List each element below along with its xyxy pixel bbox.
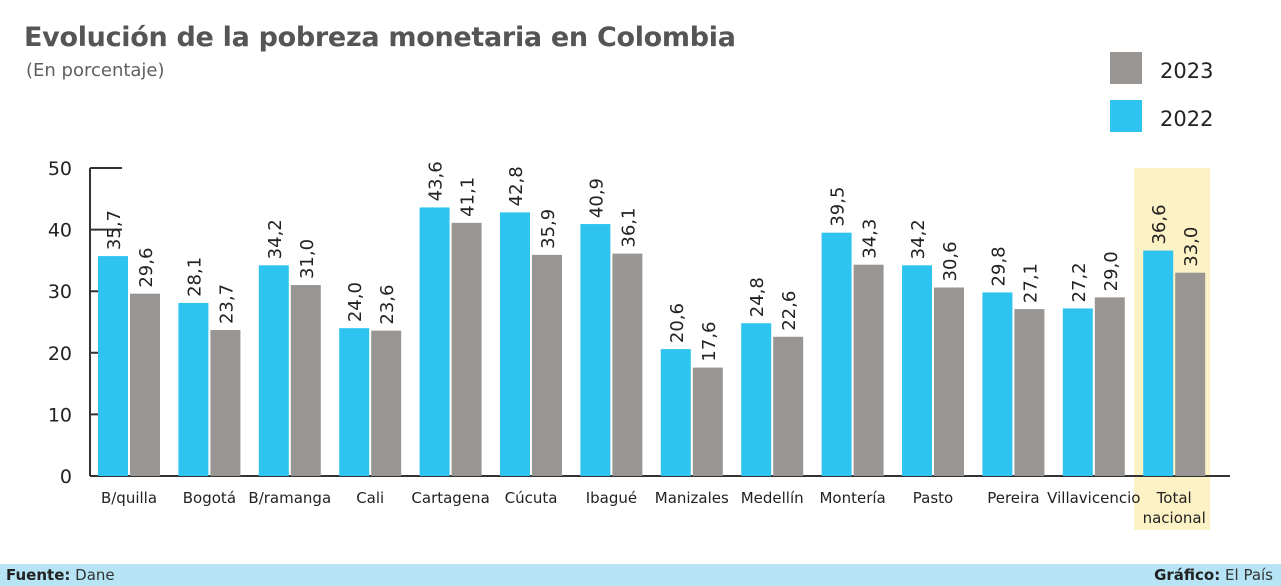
- y-tick-label: 50: [48, 158, 72, 180]
- source-value: Dane: [75, 566, 115, 584]
- data-label-2022: 35,7: [104, 210, 125, 250]
- legend-label-2023: 2023: [1160, 59, 1213, 83]
- bar-2023: [853, 264, 884, 476]
- bar-2023: [210, 330, 241, 476]
- graphic-value: El País: [1225, 566, 1273, 584]
- bar-2023: [1094, 297, 1125, 476]
- bar-2022: [580, 224, 611, 476]
- bar-2022: [98, 256, 128, 476]
- data-label-2022: 36,6: [1149, 204, 1170, 244]
- bar-2023: [451, 222, 482, 476]
- data-label-2023: 33,0: [1181, 227, 1202, 267]
- bar-2023: [1014, 309, 1045, 476]
- bar-2023: [130, 293, 160, 476]
- data-label-2022: 20,6: [667, 303, 688, 343]
- category-label: Pereira: [987, 489, 1039, 507]
- data-label-2022: 43,6: [426, 161, 447, 201]
- bar-2022: [339, 328, 370, 476]
- data-label-2023: 31,0: [297, 239, 318, 279]
- data-label-2023: 27,1: [1020, 263, 1041, 303]
- graphic-credit: Gráfico: El País: [1154, 566, 1273, 584]
- bar-2023: [371, 330, 402, 476]
- bar-2022: [419, 207, 450, 476]
- data-label-2023: 17,6: [699, 322, 720, 362]
- legend-swatch-2022: [1110, 100, 1142, 132]
- bar-2022: [741, 323, 772, 476]
- bar-2023: [290, 285, 321, 476]
- data-label-2023: 29,6: [136, 248, 157, 288]
- category-label: Bogotá: [183, 489, 236, 507]
- bar-2023: [692, 367, 723, 476]
- category-label: Pasto: [913, 489, 953, 507]
- data-label-2023: 36,1: [618, 208, 639, 248]
- category-label: Montería: [819, 489, 885, 507]
- bar-2022: [1143, 250, 1174, 476]
- bar-2022: [902, 265, 932, 476]
- bar-2022: [258, 265, 289, 476]
- chart-subtitle: (En porcentaje): [26, 60, 165, 81]
- data-label-2022: 27,2: [1069, 262, 1090, 302]
- bar-2022: [178, 302, 209, 476]
- category-label: Medellín: [741, 489, 804, 507]
- y-tick-label: 10: [48, 404, 72, 426]
- data-label-2023: 41,1: [458, 177, 479, 217]
- data-label-2022: 39,5: [828, 187, 849, 227]
- graphic-label: Gráfico:: [1154, 566, 1221, 584]
- data-label-2022: 34,2: [265, 219, 286, 259]
- data-label-2022: 24,0: [345, 282, 366, 322]
- data-label-2023: 34,3: [860, 219, 881, 259]
- data-label-2022: 24,8: [747, 277, 768, 317]
- y-tick-label: 30: [48, 281, 72, 303]
- category-label: nacional: [1143, 509, 1206, 527]
- bar-2023: [773, 336, 804, 476]
- bar-2022: [821, 232, 852, 476]
- legend-swatch-2023: [1110, 52, 1142, 84]
- category-label: Ibagué: [586, 489, 637, 507]
- data-label-2022: 42,8: [506, 166, 527, 206]
- bar-2022: [1062, 308, 1093, 476]
- category-label: B/ramanga: [248, 489, 331, 507]
- source-label: Fuente:: [6, 566, 71, 584]
- y-tick-label: 20: [48, 343, 72, 365]
- legend-label-2022: 2022: [1160, 107, 1213, 131]
- category-label: Total: [1156, 489, 1192, 507]
- category-label: Cartagena: [411, 489, 489, 507]
- data-label-2022: 34,2: [908, 219, 929, 259]
- bar-2022: [500, 212, 530, 477]
- chart-title: Evolución de la pobreza monetaria en Col…: [24, 22, 736, 53]
- bar-2023: [612, 253, 643, 476]
- bar-2023: [1175, 272, 1206, 476]
- bar-2023: [934, 287, 964, 476]
- source-credit: Fuente: Dane: [6, 566, 115, 584]
- category-label: Villavicencio: [1047, 489, 1140, 507]
- data-label-2023: 35,9: [538, 209, 559, 249]
- category-label: Manizales: [655, 489, 729, 507]
- data-label-2023: 30,6: [940, 241, 961, 281]
- data-label-2023: 29,0: [1101, 251, 1122, 291]
- y-tick-label: 40: [48, 220, 72, 242]
- data-label-2023: 23,6: [377, 285, 398, 325]
- bar-2023: [532, 254, 562, 476]
- data-label-2023: 22,6: [779, 291, 800, 331]
- data-label-2022: 29,8: [988, 246, 1009, 286]
- category-label: B/quilla: [101, 489, 157, 507]
- bar-2022: [660, 349, 691, 476]
- footer: Fuente: Dane Gráfico: El País: [0, 564, 1281, 586]
- data-label-2022: 28,1: [184, 257, 205, 297]
- data-label-2023: 23,7: [216, 284, 237, 324]
- category-label: Cúcuta: [505, 489, 558, 507]
- bar-chart: 0 10 20 30 40 50 35,7 29,6 B/quilla 28,1 23,7 Bogot…: [48, 52, 1230, 530]
- y-tick-label: 0: [60, 466, 72, 488]
- bar-2022: [982, 292, 1013, 476]
- category-label: Cali: [356, 489, 384, 507]
- data-label-2022: 40,9: [586, 178, 607, 218]
